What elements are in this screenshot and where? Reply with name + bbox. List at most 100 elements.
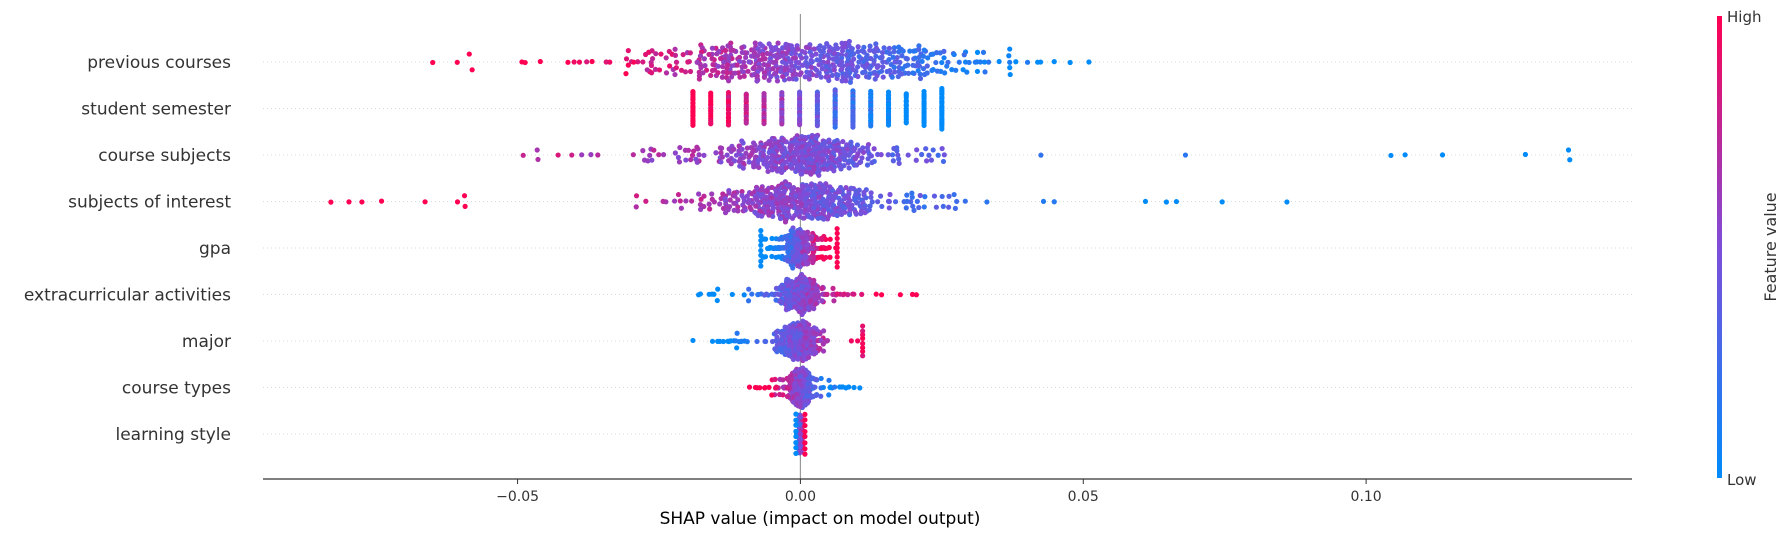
shap-point xyxy=(862,210,868,216)
shap-point xyxy=(796,60,802,66)
shap-point xyxy=(806,322,812,328)
shap-point xyxy=(923,146,929,152)
shap-point xyxy=(690,122,696,128)
shap-point xyxy=(817,48,823,54)
shap-point xyxy=(887,68,893,74)
shap-point xyxy=(860,348,866,355)
shap-point xyxy=(454,59,460,65)
shap-point xyxy=(739,45,745,51)
shap-point xyxy=(813,350,819,356)
shap-point xyxy=(788,68,794,74)
shap-point xyxy=(788,244,794,251)
shap-point xyxy=(839,40,845,46)
shap-point xyxy=(698,65,704,71)
shap-point xyxy=(933,204,939,210)
shap-point xyxy=(752,142,758,148)
shap-point xyxy=(746,384,753,390)
shap-point xyxy=(858,211,864,217)
shap-point xyxy=(843,184,849,191)
shap-point xyxy=(739,189,745,195)
shap-point xyxy=(690,148,697,154)
shap-point xyxy=(795,263,801,269)
shap-point xyxy=(462,203,468,209)
shap-point xyxy=(867,43,873,49)
shap-point xyxy=(795,396,801,402)
shap-point xyxy=(717,201,723,207)
shap-point xyxy=(930,66,936,73)
shap-point xyxy=(1522,151,1529,158)
shap-point xyxy=(826,44,832,50)
shap-point xyxy=(791,254,797,260)
shap-point xyxy=(830,285,836,291)
shap-point xyxy=(660,152,667,158)
shap-point xyxy=(725,78,732,84)
shap-point xyxy=(834,249,840,255)
shap-point xyxy=(860,323,866,329)
shap-point xyxy=(673,59,680,65)
shap-point xyxy=(910,203,916,209)
shap-point xyxy=(896,156,902,162)
shap-point xyxy=(854,200,860,206)
shap-point xyxy=(649,48,655,54)
shap-point xyxy=(678,67,685,73)
shap-point xyxy=(824,291,830,297)
shap-point xyxy=(796,340,803,347)
shap-point xyxy=(682,69,689,75)
shap-point xyxy=(742,207,748,213)
shap-point xyxy=(793,422,799,428)
shap-point xyxy=(818,245,824,252)
shap-point xyxy=(815,215,821,221)
shap-point xyxy=(783,349,790,355)
shap-point xyxy=(709,56,715,62)
shap-point xyxy=(633,193,640,199)
shap-point xyxy=(793,450,799,457)
shap-point xyxy=(913,157,919,163)
shap-point xyxy=(886,45,892,51)
shap-point xyxy=(904,198,910,205)
shap-point xyxy=(859,291,865,297)
shap-point xyxy=(454,199,461,205)
shap-point xyxy=(859,155,865,161)
shap-point xyxy=(800,62,806,68)
shap-point xyxy=(772,346,778,352)
shap-point xyxy=(780,377,786,383)
shap-point xyxy=(834,264,840,270)
shap-point xyxy=(966,59,972,66)
colorbar-gradient xyxy=(1717,16,1722,478)
shap-point xyxy=(584,59,590,65)
shap-point xyxy=(625,62,631,68)
shap-point xyxy=(672,71,678,78)
shap-point xyxy=(821,328,827,334)
shap-point xyxy=(946,193,952,199)
shap-point xyxy=(873,291,879,297)
shap-point xyxy=(752,40,758,46)
shap-point xyxy=(724,65,730,71)
shap-point xyxy=(826,377,832,383)
shap-point xyxy=(734,345,740,351)
shap-point xyxy=(422,199,428,205)
shap-point xyxy=(1565,147,1572,153)
shap-point xyxy=(1013,59,1019,65)
shap-point xyxy=(766,384,772,390)
shap-point xyxy=(793,428,799,434)
shap-point xyxy=(686,58,692,65)
shap-point xyxy=(885,198,892,204)
feature-label: gpa xyxy=(199,239,231,259)
shap-point xyxy=(830,291,836,298)
shap-point xyxy=(757,385,763,391)
shap-point xyxy=(728,40,734,46)
shap-point xyxy=(921,204,927,210)
shap-point xyxy=(716,48,722,55)
shap-point xyxy=(802,440,808,446)
shap-point xyxy=(941,152,947,158)
shap-point xyxy=(827,384,833,391)
shap-point xyxy=(778,331,785,337)
shap-point xyxy=(569,152,575,158)
shap-point xyxy=(748,206,754,212)
shap-point xyxy=(879,54,885,60)
shap-point xyxy=(571,59,577,65)
shap-point xyxy=(780,59,786,65)
shap-point xyxy=(791,384,797,391)
shap-point xyxy=(797,435,803,441)
shap-point xyxy=(919,151,925,158)
